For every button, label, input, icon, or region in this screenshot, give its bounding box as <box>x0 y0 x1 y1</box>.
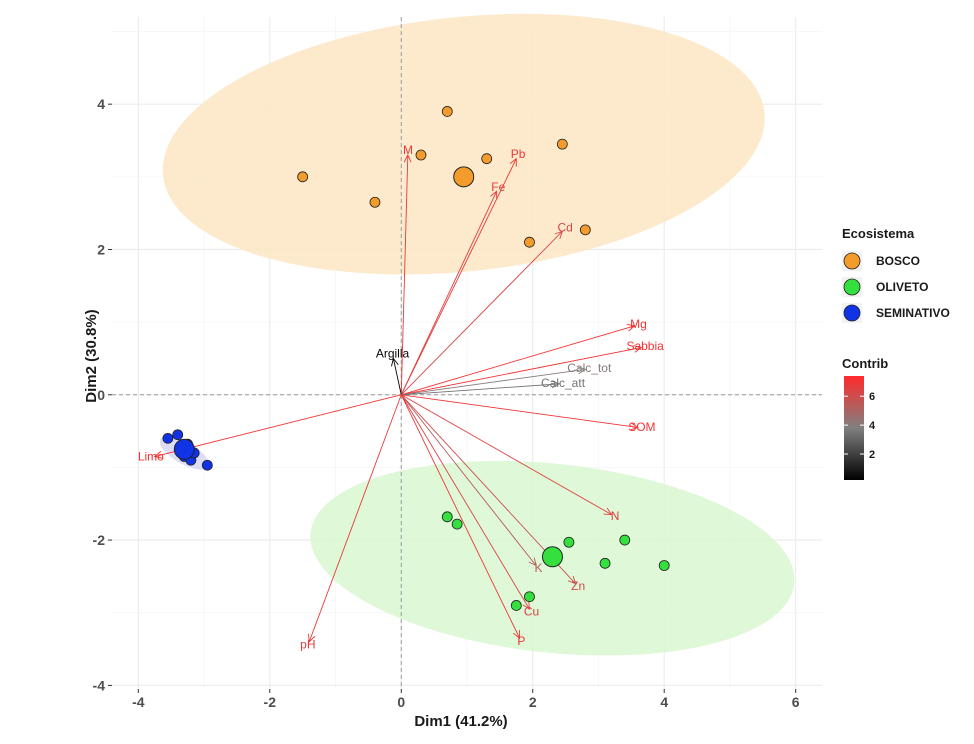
y-tick-label: 0 <box>97 387 105 403</box>
legend-swatch <box>843 278 861 296</box>
y-tick-label: 4 <box>97 96 105 112</box>
data-point <box>172 429 184 441</box>
data-point <box>415 149 427 161</box>
data-point <box>451 518 463 530</box>
x-tick-label: -4 <box>132 694 145 710</box>
y-axis-ticks: -4 -2 0 2 4 <box>93 96 112 693</box>
variable-arrow-p: P <box>400 394 525 648</box>
legend-item-oliveto: OLIVETO <box>842 277 928 297</box>
data-point <box>524 591 535 603</box>
variable-label: SOM <box>628 420 655 434</box>
variable-label: M <box>403 143 413 157</box>
variable-arrow-m: M <box>400 143 413 395</box>
variable-label: pH <box>300 638 315 652</box>
variable-arrow-fe: Fe <box>400 180 506 395</box>
variable-label: Mg <box>630 317 647 331</box>
series-bosco <box>297 106 591 248</box>
data-point <box>658 560 670 571</box>
confidence-ellipses <box>159 13 795 656</box>
variable-label: N <box>611 509 620 523</box>
colorbar-gradient <box>844 376 864 480</box>
variable-label: K <box>534 561 542 575</box>
data-point <box>441 106 453 117</box>
colorbar-tick-label: 6 <box>869 391 875 403</box>
data-point <box>481 153 493 165</box>
variable-label: Pb <box>511 147 526 161</box>
data-point <box>524 236 535 248</box>
centroid-point <box>541 546 563 568</box>
variable-arrow-cd: Cd <box>400 221 573 396</box>
legend-label: SEMINATIVO <box>876 306 950 320</box>
variable-arrow-k: K <box>400 394 543 575</box>
legend-label: BOSCO <box>876 254 920 268</box>
data-point <box>599 557 611 569</box>
y-tick-label: 2 <box>97 241 105 257</box>
variable-arrow-sabbia: Sabbia <box>401 339 664 396</box>
variable-arrow-som: SOM <box>401 394 656 434</box>
variable-arrow-pb: Pb <box>400 147 526 395</box>
colorbar-tick-label: 4 <box>869 420 876 432</box>
variable-label: Argilla <box>376 347 410 361</box>
y-axis-label: Dim2 (30.8%) <box>83 309 100 402</box>
data-point <box>579 224 591 236</box>
data-point <box>162 432 174 444</box>
data-point <box>619 534 631 546</box>
variable-arrow-calc_tot: Calc_tot <box>401 361 612 396</box>
variable-label: Cu <box>524 605 539 619</box>
x-axis-ticks: -4 -2 0 2 4 6 <box>132 689 800 710</box>
data-point <box>297 171 309 183</box>
variable-arrow-cu: Cu <box>400 394 539 619</box>
x-tick-label: 2 <box>529 694 537 710</box>
x-axis-label: Dim1 (41.2%) <box>414 713 507 730</box>
x-tick-label: 4 <box>660 694 668 710</box>
variable-arrow-argilla: Argilla <box>376 347 410 395</box>
centroid-point <box>173 438 195 460</box>
variable-label: Sabbia <box>626 339 664 353</box>
colorbar-tick-label: 2 <box>869 449 875 461</box>
variable-label: Cd <box>557 221 572 235</box>
variable-label: Fe <box>491 180 505 194</box>
legend-swatch <box>843 252 861 270</box>
data-point <box>510 600 522 611</box>
data-point <box>441 511 453 523</box>
y-tick-label: -2 <box>93 532 106 548</box>
variable-arrow-ph: pH <box>300 394 402 652</box>
x-tick-label: 0 <box>397 694 405 710</box>
y-tick-label: -4 <box>93 677 106 693</box>
variable-label: Limo <box>138 450 164 464</box>
legend-title: Ecosistema <box>842 226 915 241</box>
x-tick-label: -2 <box>264 694 277 710</box>
ellipse-bosco <box>162 13 765 275</box>
legend-item-bosco: BOSCO <box>842 251 920 271</box>
series-oliveto <box>441 511 670 611</box>
data-point <box>556 138 568 150</box>
colorbar-title: Contrib <box>842 356 888 371</box>
reference-lines <box>112 17 822 689</box>
legend-item-seminativo: SEMINATIVO <box>842 303 950 323</box>
variable-arrow-limo: Limo <box>138 394 402 464</box>
variable-label: Zn <box>571 579 585 593</box>
data-point <box>563 536 575 548</box>
variable-label: Calc_att <box>541 376 586 390</box>
x-tick-label: 6 <box>792 694 800 710</box>
variable-arrow-calc_att: Calc_att <box>401 376 586 396</box>
centroid-point <box>453 166 475 188</box>
variable-arrow-n: N <box>401 394 620 523</box>
data-point <box>369 196 381 208</box>
variable-label: Calc_tot <box>567 361 612 375</box>
variable-label: P <box>517 634 525 648</box>
data-point <box>201 459 213 471</box>
contrib-colorbar: Contrib 2 4 6 <box>842 356 888 480</box>
series-seminativo <box>162 429 213 471</box>
legend-label: OLIVETO <box>876 280 928 294</box>
variable-arrow-mg: Mg <box>401 317 647 396</box>
legend-swatch <box>843 304 861 322</box>
data-points <box>162 106 670 611</box>
legend: Ecosistema BOSCO OLIVETO SEMINATIVO <box>842 226 950 323</box>
